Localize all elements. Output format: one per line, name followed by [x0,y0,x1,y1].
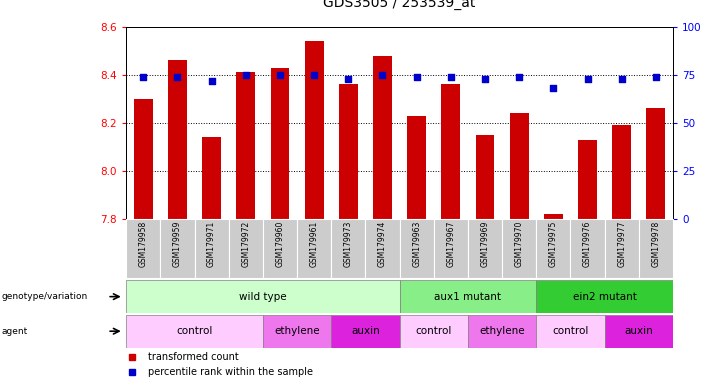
Text: ein2 mutant: ein2 mutant [573,291,637,302]
Text: auxin: auxin [351,326,380,336]
Bar [604,315,673,348]
Text: transformed count: transformed count [148,352,239,362]
Bar [263,219,297,278]
Bar [612,125,631,219]
Point [445,74,456,80]
Text: GSM179967: GSM179967 [447,221,456,267]
Bar [468,315,536,348]
Text: ethylene: ethylene [274,326,320,336]
Bar [305,41,324,219]
Point [206,78,217,84]
Bar [510,113,529,219]
Text: GSM179978: GSM179978 [651,221,660,267]
Bar [236,73,255,219]
Text: GSM179969: GSM179969 [480,221,489,267]
Point [651,74,662,80]
Bar [544,214,563,219]
Bar [502,219,536,278]
Text: GSM179960: GSM179960 [275,221,285,267]
Bar [331,315,400,348]
Text: GSM179973: GSM179973 [343,221,353,267]
Point [582,76,593,82]
Text: percentile rank within the sample: percentile rank within the sample [148,367,313,377]
Text: GSM179958: GSM179958 [139,221,148,267]
Point [547,85,559,91]
Point [172,74,183,80]
Bar [475,135,494,219]
Text: GSM179972: GSM179972 [241,221,250,267]
Text: GSM179970: GSM179970 [515,221,524,267]
Bar [400,219,434,278]
Bar [297,219,331,278]
Text: GDS3505 / 253539_at: GDS3505 / 253539_at [323,0,476,10]
Bar [434,219,468,278]
Point [137,74,149,80]
Point [343,76,354,82]
Text: GSM179975: GSM179975 [549,221,558,267]
Point [479,76,491,82]
Text: GSM179959: GSM179959 [173,221,182,267]
Bar [407,116,426,219]
Bar [400,280,536,313]
Bar [168,60,187,219]
Bar [536,219,571,278]
Bar [536,280,673,313]
Bar [229,219,263,278]
Text: GSM179971: GSM179971 [207,221,216,267]
Bar [536,315,604,348]
Text: control: control [416,326,452,336]
Bar [646,109,665,219]
Point [411,74,422,80]
Bar [639,219,673,278]
Bar [400,315,468,348]
Bar [161,219,194,278]
Text: wild type: wild type [239,291,287,302]
Text: GSM179977: GSM179977 [617,221,626,267]
Bar [578,140,597,219]
Bar [126,219,161,278]
Text: genotype/variation: genotype/variation [1,292,88,301]
Bar [365,219,400,278]
Bar [126,315,263,348]
Bar [263,315,331,348]
Text: GSM179963: GSM179963 [412,221,421,267]
Text: control: control [552,326,589,336]
Bar [468,219,502,278]
Text: aux1 mutant: aux1 mutant [435,291,501,302]
Text: control: control [177,326,212,336]
Bar [604,219,639,278]
Bar [373,56,392,219]
Point [308,72,320,78]
Text: GSM179974: GSM179974 [378,221,387,267]
Bar [331,219,365,278]
Bar [134,99,153,219]
Point [514,74,525,80]
Bar [339,84,358,219]
Bar [202,137,221,219]
Text: GSM179976: GSM179976 [583,221,592,267]
Bar [195,219,229,278]
Bar [271,68,290,219]
Point [274,72,285,78]
Bar [126,280,400,313]
Point [616,76,627,82]
Text: auxin: auxin [625,326,653,336]
Bar [571,219,605,278]
Point [240,72,252,78]
Text: GSM179961: GSM179961 [310,221,319,267]
Bar [442,84,461,219]
Text: ethylene: ethylene [479,326,525,336]
Text: agent: agent [1,327,27,336]
Point [377,72,388,78]
